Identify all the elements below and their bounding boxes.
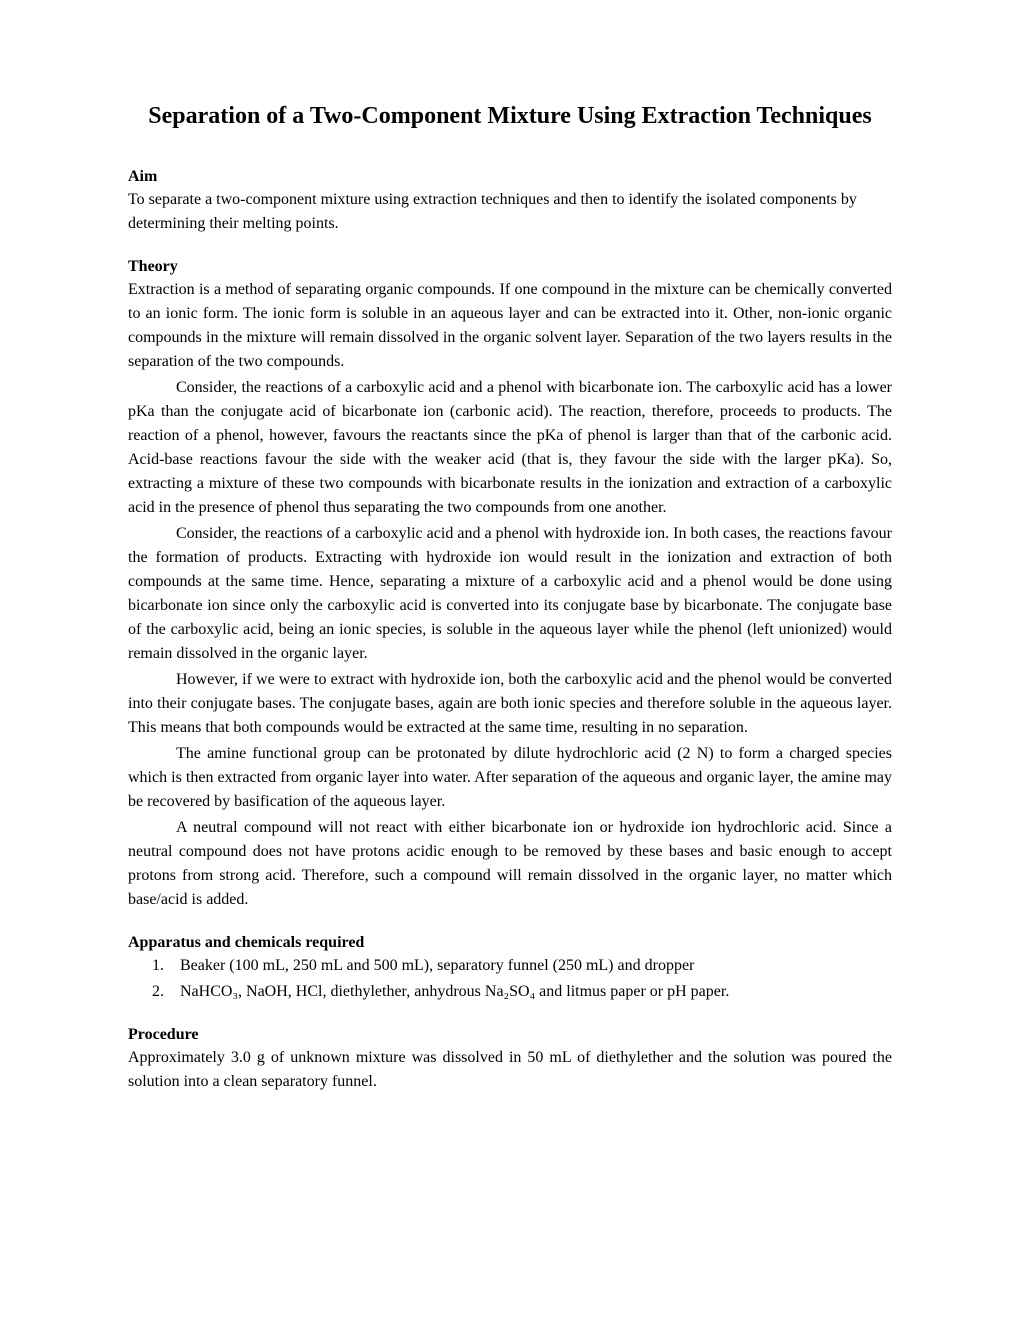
aim-heading: Aim	[128, 168, 892, 186]
theory-p5: The amine functional group can be proton…	[128, 742, 892, 814]
apparatus-list: 1. Beaker (100 mL, 250 mL and 500 mL), se…	[128, 954, 892, 1004]
document-page: Separation of a Two-Component Mixture Us…	[0, 0, 1020, 1320]
procedure-text: Approximately 3.0 g of unknown mixture w…	[128, 1046, 892, 1094]
theory-p6-text: A neutral compound will not react with e…	[128, 819, 892, 908]
apparatus-item-1-text: Beaker (100 mL, 250 mL and 500 mL), sepa…	[180, 957, 694, 974]
apparatus-item-1: 1.Beaker (100 mL, 250 mL and 500 mL), se…	[180, 954, 892, 978]
list-number-2: 2.	[152, 980, 164, 1004]
theory-p5-text: The amine functional group can be proton…	[128, 745, 892, 810]
theory-p4-text: However, if we were to extract with hydr…	[128, 671, 892, 736]
theory-p3-text: Consider, the reactions of a carboxylic …	[128, 525, 892, 662]
theory-p1: Extraction is a method of separating org…	[128, 278, 892, 374]
procedure-heading: Procedure	[128, 1026, 892, 1044]
list-number-1: 1.	[152, 954, 164, 978]
apparatus-item-2: 2.NaHCO₃, NaOH, HCl, diethylether, anhyd…	[180, 980, 892, 1004]
theory-p6: A neutral compound will not react with e…	[128, 816, 892, 912]
theory-p3: Consider, the reactions of a carboxylic …	[128, 522, 892, 666]
apparatus-heading: Apparatus and chemicals required	[128, 934, 892, 952]
theory-p2: Consider, the reactions of a carboxylic …	[128, 376, 892, 520]
theory-p2-text: Consider, the reactions of a carboxylic …	[128, 379, 892, 516]
theory-heading: Theory	[128, 258, 892, 276]
theory-p4: However, if we were to extract with hydr…	[128, 668, 892, 740]
aim-text: To separate a two-component mixture usin…	[128, 188, 892, 236]
document-title: Separation of a Two-Component Mixture Us…	[128, 100, 892, 132]
apparatus-item-2-text: NaHCO₃, NaOH, HCl, diethylether, anhydro…	[180, 983, 729, 1000]
